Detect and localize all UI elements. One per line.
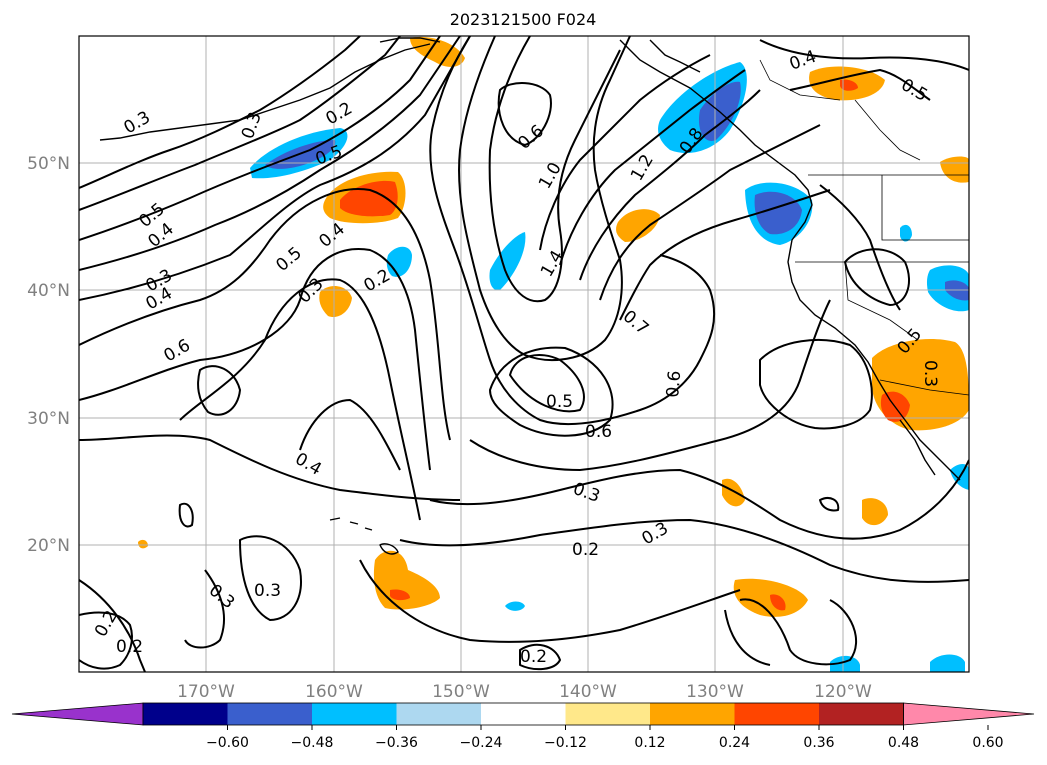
contour-label: 0.6 bbox=[663, 370, 685, 399]
colorbar-tick-label: 0.24 bbox=[719, 735, 750, 751]
borders bbox=[759, 59, 969, 396]
colorbar-tick-label: −0.48 bbox=[291, 735, 334, 751]
lat-axis-labels: 50°N 40°N 30°N 20°N bbox=[27, 154, 70, 556]
colorbar-tick-label: 0.60 bbox=[972, 735, 1003, 751]
lat-label: 20°N bbox=[27, 536, 70, 556]
lon-label: 150°W bbox=[432, 682, 490, 702]
contour-lines bbox=[79, 36, 969, 672]
map-area: 0.3 0.3 0.2 0.5 0.6 1.0 1.2 0.8 0.4 0.5 … bbox=[79, 36, 969, 672]
lon-label: 140°W bbox=[559, 682, 617, 702]
contour-label: 0.3 bbox=[920, 360, 940, 387]
contour-label: 0.5 bbox=[546, 392, 573, 412]
colorbar-segment bbox=[650, 703, 735, 725]
lat-label: 40°N bbox=[27, 281, 70, 301]
colorbar-tick-label: −0.60 bbox=[206, 735, 249, 751]
colorbar-segment bbox=[565, 703, 651, 725]
colorbar-segment bbox=[481, 703, 566, 725]
lon-axis-labels: 170°W 160°W 150°W 140°W 130°W 120°W bbox=[177, 682, 872, 702]
colorbar-tick-label: −0.24 bbox=[460, 735, 503, 751]
contour-label: 0.2 bbox=[572, 540, 599, 560]
contour-label: 0.3 bbox=[254, 581, 281, 601]
contour-label: 0.6 bbox=[585, 422, 612, 442]
lon-label: 120°W bbox=[814, 682, 872, 702]
colorbar-tick-label: 0.12 bbox=[634, 735, 665, 751]
colorbar-frame bbox=[142, 702, 904, 726]
colorbar-segment bbox=[396, 703, 482, 725]
lon-label: 130°W bbox=[686, 682, 744, 702]
colorbar-tick-label: −0.36 bbox=[375, 735, 418, 751]
contour-label: 0.2 bbox=[520, 647, 547, 667]
map-frame bbox=[78, 35, 970, 673]
colorbar-tick-label: 0.48 bbox=[888, 735, 919, 751]
colorbar-extend-high bbox=[903, 702, 1035, 726]
colorbar: −0.60 −0.48 −0.36 −0.24 −0.12 0.12 0.24 0.36 0.4… bbox=[11, 702, 1035, 751]
colorbar-tick-label: −0.12 bbox=[544, 735, 587, 751]
colorbar-segment bbox=[227, 703, 313, 725]
colorbar-segment bbox=[819, 703, 904, 725]
contour-label: 0.2 bbox=[116, 637, 143, 657]
colorbar-segment bbox=[312, 703, 397, 725]
lon-label: 160°W bbox=[305, 682, 363, 702]
lon-label: 170°W bbox=[177, 682, 235, 702]
lat-label: 30°N bbox=[27, 409, 70, 429]
colorbar-segment bbox=[143, 703, 228, 725]
colorbar-tick-label: 0.36 bbox=[803, 735, 834, 751]
colorbar-segment bbox=[734, 703, 820, 725]
gridlines bbox=[79, 36, 969, 672]
map-title: 2023121500 F024 bbox=[450, 10, 597, 29]
colorbar-extend-low bbox=[11, 702, 144, 726]
lat-label: 50°N bbox=[27, 154, 70, 174]
